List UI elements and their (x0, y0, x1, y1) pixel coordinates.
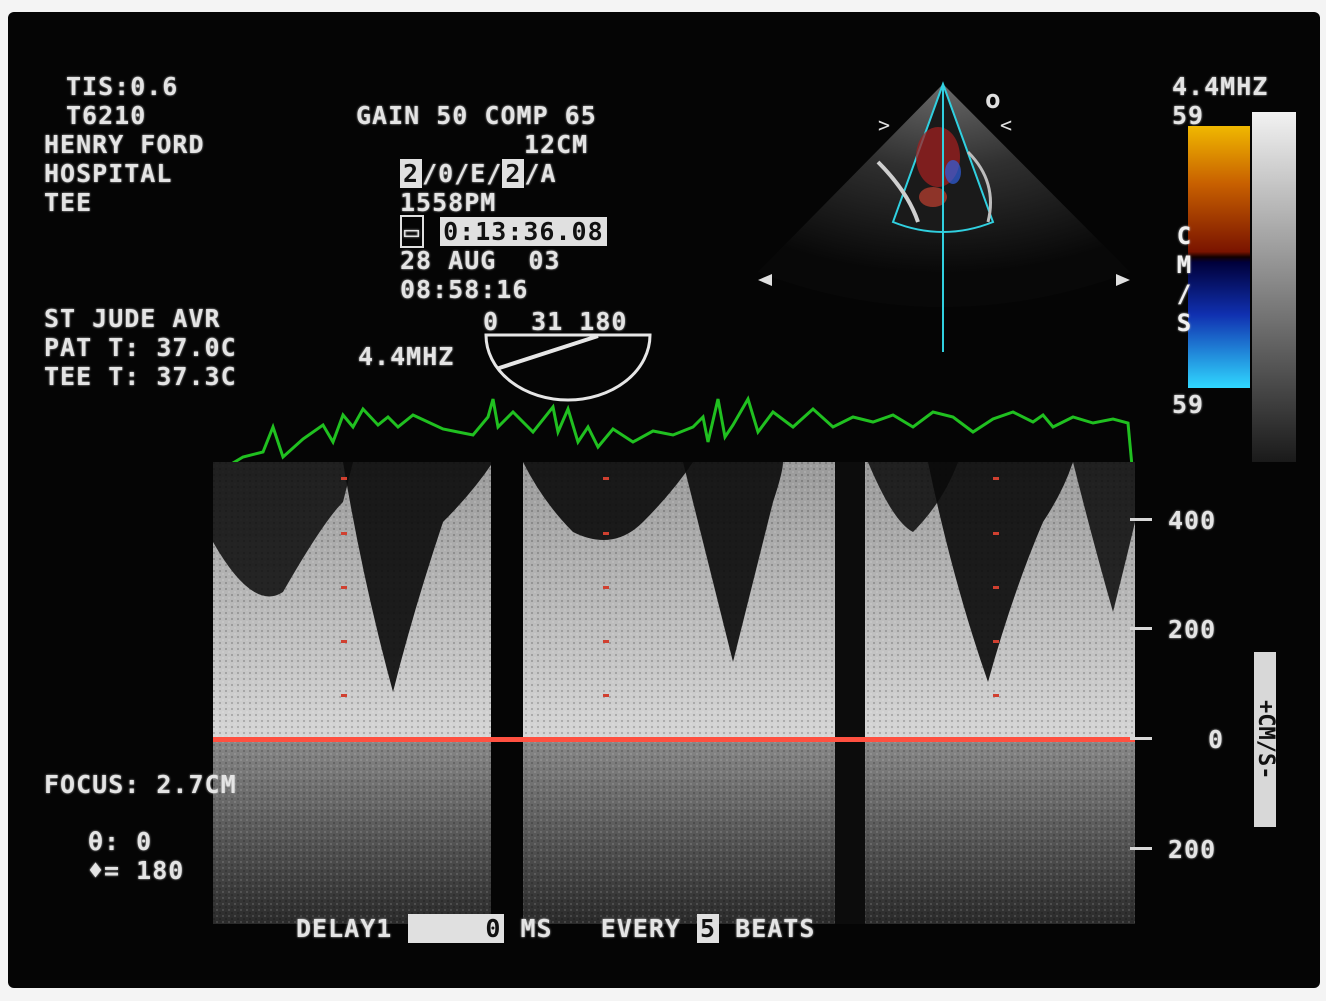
every-value[interactable]: 5 (697, 914, 720, 943)
color-freq-label: 4.4MHZ (1172, 72, 1269, 101)
preset-label: 2/0/E/2/A (400, 159, 557, 188)
institution-line-2: HOSPITAL (44, 159, 173, 188)
doppler-baseline (213, 737, 1135, 742)
footer-row: DELAY1 0 MS EVERY 5 BEATS (296, 914, 815, 943)
angle-needle (497, 334, 599, 371)
preset-b: /0/E/ (422, 159, 503, 188)
spectral-doppler-display (213, 462, 1135, 924)
beats-label: BEATS (735, 914, 816, 943)
clock-label: 08:58:16 (400, 275, 529, 304)
timer-value: 0:13:36.08 (440, 217, 607, 246)
angle-scale-labels: 0 31 180 (483, 307, 628, 336)
delay-label: DELAY1 (296, 914, 393, 943)
angle-semicircle-icon (484, 333, 652, 402)
svg-text:<: < (1000, 113, 1012, 137)
every-label: EVERY (600, 914, 681, 943)
mode-label: TEE (44, 188, 93, 217)
valve-label: ST JUDE AVR (44, 304, 221, 333)
color-scale-bottom: 59 (1172, 390, 1205, 419)
scale-tick-200 (1130, 627, 1152, 630)
angle-freq-label: 4.4MHZ (358, 342, 455, 371)
scale-label-0: 0 (1208, 725, 1225, 754)
ecg-trace (213, 395, 1135, 477)
phi-label: ♦= 180 (88, 856, 185, 885)
svg-text:>: > (878, 113, 890, 137)
preset-a: 2 (400, 159, 423, 188)
grayscale-bar (1252, 112, 1296, 462)
gain-comp-label: GAIN 50 COMP 65 (356, 101, 597, 130)
color-velocity-scale (1188, 126, 1250, 388)
svg-text:o: o (985, 85, 1001, 115)
timer-icon: ▭ (400, 215, 425, 248)
ultrasound-display: TIS:0.6 T6210 HENRY FORD HOSPITAL TEE GA… (8, 12, 1320, 988)
pat-temp-label: PAT T: 37.0C (44, 333, 237, 362)
theta-label: θ: 0 (88, 827, 153, 856)
scale-label-400: 400 (1168, 506, 1217, 535)
tee-temp-label: TEE T: 37.3C (44, 362, 237, 391)
preset-c: 2 (502, 159, 525, 188)
institution-line-1: HENRY FORD (44, 130, 205, 159)
focus-label: FOCUS: 2.7CM (44, 770, 237, 799)
scale-tick-0 (1130, 737, 1152, 740)
scale-tick-neg200 (1130, 847, 1152, 850)
date-label: 28 AUG 03 (400, 246, 561, 275)
scale-label-neg200: 200 (1168, 835, 1217, 864)
time-pm-label: 1558PM (400, 188, 497, 217)
preset-d: /A (524, 159, 557, 188)
velocity-unit-label: +CM/S- (1253, 652, 1278, 827)
depth-label: 12CM (524, 130, 589, 159)
color-scale-unit: CM/S (1170, 222, 1198, 338)
scale-label-200: 200 (1168, 615, 1217, 644)
timer-row: ▭ 0:13:36.08 (400, 215, 607, 248)
color-scale-top: 59 (1172, 101, 1205, 130)
scale-tick-400 (1130, 518, 1152, 521)
probe-label: T6210 (66, 101, 147, 130)
echo-sector-image: o > < (758, 81, 1130, 352)
delay-value[interactable]: 0 (408, 914, 505, 943)
tis-label: TIS:0.6 (66, 72, 179, 101)
delay-unit: MS (520, 914, 553, 943)
